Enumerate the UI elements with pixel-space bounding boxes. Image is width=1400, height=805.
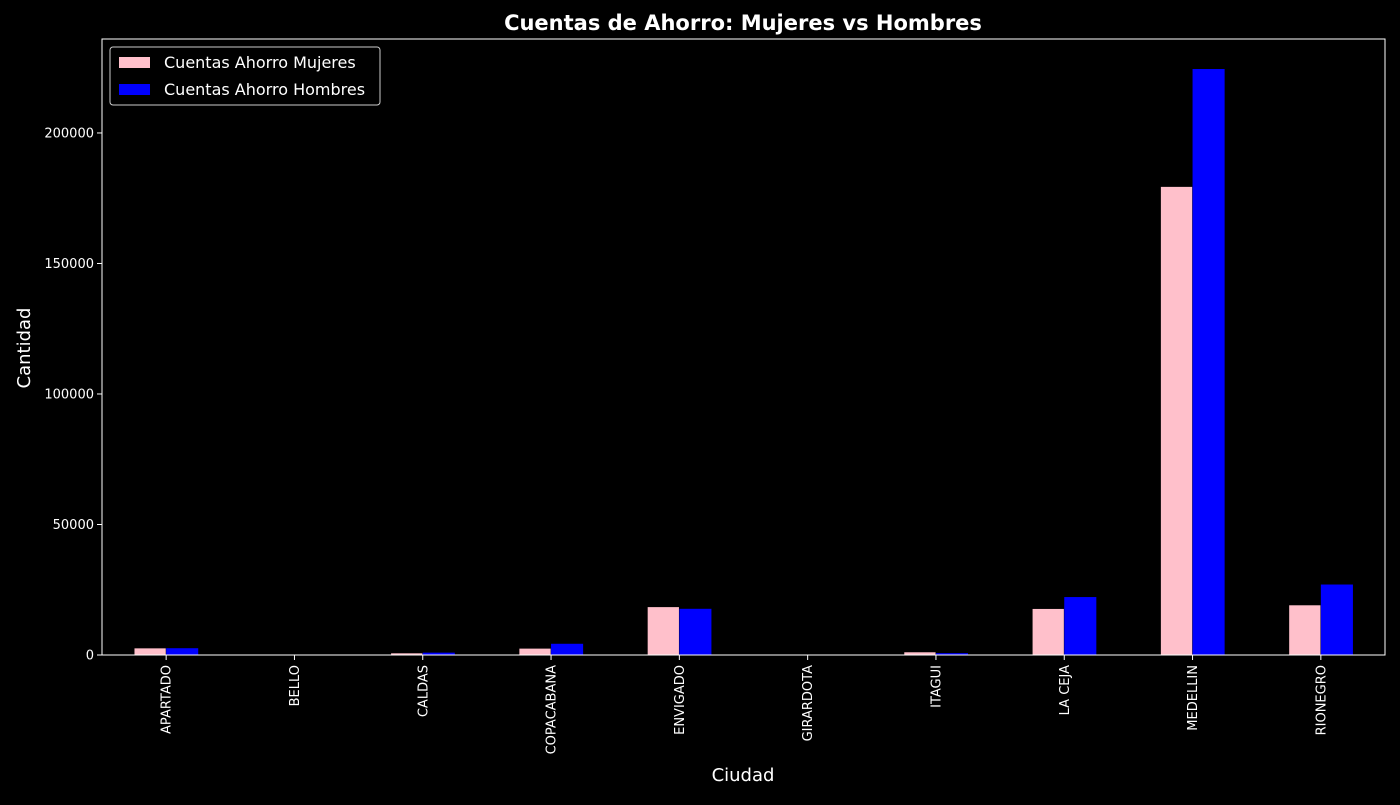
chart-title: Cuentas de Ahorro: Mujeres vs Hombres: [504, 11, 982, 35]
bar-hombres-apartado: [166, 648, 199, 655]
y-tick-label: 50000: [53, 518, 94, 533]
bar-mujeres-copacabana: [518, 647, 552, 656]
legend-label-hombres: Cuentas Ahorro Hombres: [164, 80, 365, 99]
bar-mujeres-la-ceja: [1031, 608, 1065, 656]
bar-mujeres-envigado: [646, 606, 680, 656]
axes-layer: [101, 38, 1386, 656]
legend-box: [109, 46, 381, 106]
bar-hombres-caldas: [422, 652, 455, 655]
x-tick-label: ITAGUI: [929, 665, 944, 708]
x-tick-label: BELLO: [288, 665, 303, 706]
bar-mujeres-rionegro: [1288, 604, 1322, 656]
y-tick-label: 150000: [44, 257, 94, 272]
bar-hombres-envigado: [679, 608, 712, 655]
x-tick-label: GIRARDOTA: [801, 665, 816, 742]
y-tick-label: 100000: [44, 387, 94, 402]
x-tick-label: MEDELLIN: [1186, 665, 1201, 731]
x-tick-label: COPACABANA: [545, 665, 560, 754]
x-tick-label: APARTADO: [160, 665, 175, 734]
bars-layer: [133, 69, 1353, 656]
x-tick-label: CALDAS: [416, 665, 431, 717]
legend-label-mujeres: Cuentas Ahorro Mujeres: [164, 53, 356, 72]
bar-hombres-copacabana: [551, 643, 584, 655]
x-tick-label: LA CEJA: [1058, 665, 1073, 715]
bar-mujeres-medellin: [1160, 186, 1193, 656]
y-axis-label: Cantidad: [14, 308, 35, 389]
x-tick-label: ENVIGADO: [673, 665, 688, 735]
legend-swatch-hombres: [119, 84, 150, 95]
y-tick-label: 0: [86, 649, 94, 664]
y-tick-label: 200000: [44, 126, 94, 141]
plot-frame: [101, 38, 1386, 656]
x-axis-label: Ciudad: [712, 765, 775, 786]
ticks-layer: 0 50000 100000 150000 200000 APARTADO BELLO CAL…: [44, 126, 1329, 754]
legend-swatch-mujeres: [119, 57, 150, 68]
bar-hombres-rionegro: [1320, 584, 1353, 655]
legend: Cuentas Ahorro Mujeres Cuentas Ahorro Hom…: [109, 46, 381, 106]
bar-hombres-la-ceja: [1064, 597, 1097, 655]
x-tick-label: RIONEGRO: [1314, 665, 1329, 735]
bar-hombres-itagui: [935, 653, 969, 655]
bar-hombres-medellin: [1192, 69, 1225, 655]
bar-mujeres-apartado: [133, 647, 167, 656]
